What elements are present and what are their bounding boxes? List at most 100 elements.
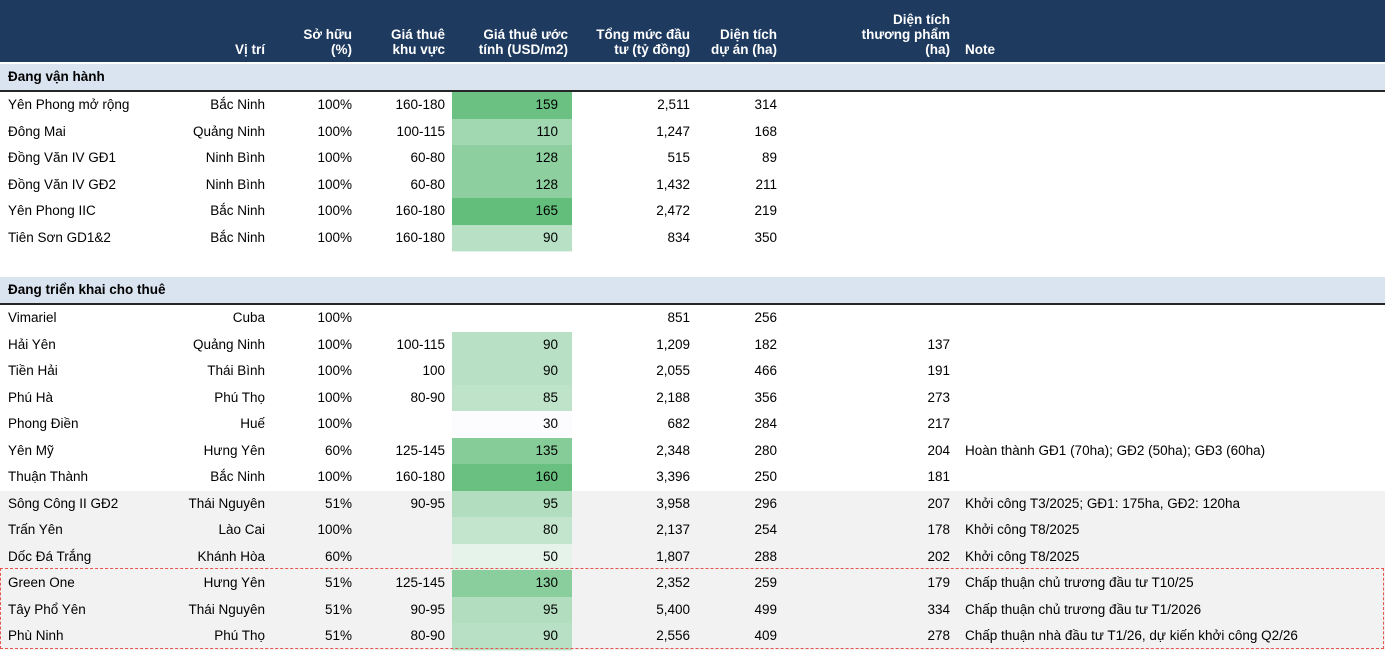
- cell-project-area[interactable]: 254: [754, 522, 777, 537]
- cell-est-rent[interactable]: 110: [452, 118, 572, 146]
- cell-project-area[interactable]: 168: [754, 123, 777, 139]
- cell-project-area[interactable]: 259: [754, 575, 777, 590]
- cell-location[interactable]: Lào Cai: [218, 522, 265, 537]
- cell-area-rent[interactable]: 60-80: [410, 150, 445, 165]
- cell-area-rent[interactable]: 100-115: [396, 123, 445, 139]
- cell-commercial-area[interactable]: 137: [927, 336, 950, 352]
- cell-ownership[interactable]: 100%: [317, 389, 352, 405]
- cell-investment[interactable]: 851: [667, 310, 690, 325]
- cell-est-rent[interactable]: 90: [452, 358, 572, 386]
- cell-area-rent[interactable]: 90-95: [410, 601, 445, 617]
- cell-investment[interactable]: 2,188: [656, 389, 690, 405]
- cell-location[interactable]: Quảng Ninh: [192, 336, 265, 352]
- cell-est-rent[interactable]: 85: [452, 384, 572, 412]
- cell-project-area[interactable]: 499: [754, 601, 777, 617]
- cell-ownership[interactable]: 100%: [317, 150, 352, 165]
- cell-project-area[interactable]: 288: [754, 548, 777, 564]
- cell-est-rent[interactable]: 90: [452, 224, 572, 252]
- cell-location[interactable]: Thái Nguyên: [188, 495, 265, 511]
- cell-project-area[interactable]: 409: [754, 628, 777, 643]
- cell-note[interactable]: Chấp thuận chủ trương đầu tư T1/2026: [965, 601, 1202, 617]
- cell-investment[interactable]: 2,055: [656, 363, 690, 378]
- cell-note[interactable]: [965, 145, 1385, 173]
- cell-project-name[interactable]: Thuận Thành: [8, 469, 89, 484]
- cell-investment[interactable]: 5,400: [656, 601, 690, 617]
- cell-est-rent[interactable]: 80: [452, 517, 572, 545]
- cell-commercial-area[interactable]: 207: [927, 495, 950, 511]
- cell-area-rent[interactable]: [352, 517, 445, 545]
- cell-ownership[interactable]: 100%: [317, 416, 352, 431]
- cell-note[interactable]: Khởi công T3/2025; GĐ1: 175ha, GĐ2: 120h…: [965, 495, 1241, 511]
- cell-ownership[interactable]: 51%: [324, 628, 352, 643]
- cell-ownership[interactable]: 100%: [317, 97, 352, 112]
- cell-investment[interactable]: 3,396: [656, 469, 690, 484]
- cell-location[interactable]: Ninh Bình: [205, 176, 265, 192]
- cell-location[interactable]: Hưng Yên: [203, 575, 265, 590]
- cell-commercial-area[interactable]: 273: [927, 389, 950, 405]
- cell-area-rent[interactable]: 60-80: [410, 176, 445, 192]
- cell-note[interactable]: [965, 385, 1385, 413]
- cell-ownership[interactable]: 100%: [317, 203, 352, 218]
- cell-project-name[interactable]: Dốc Đá Trắng: [8, 548, 92, 564]
- cell-investment[interactable]: 515: [667, 150, 690, 165]
- cell-investment[interactable]: 1,209: [656, 336, 690, 352]
- cell-commercial-area[interactable]: [777, 198, 950, 226]
- cell-investment[interactable]: 1,432: [656, 176, 690, 192]
- cell-project-name[interactable]: Đồng Văn IV GĐ2: [8, 176, 117, 192]
- cell-location[interactable]: Thái Nguyên: [188, 601, 265, 617]
- cell-note[interactable]: [965, 464, 1385, 492]
- cell-project-name[interactable]: Phong Điền: [8, 416, 79, 431]
- cell-note[interactable]: Khởi công T8/2025: [965, 548, 1080, 564]
- cell-investment[interactable]: 2,137: [656, 522, 690, 537]
- cell-note[interactable]: [965, 225, 1385, 253]
- cell-est-rent[interactable]: 90: [452, 623, 572, 651]
- cell-project-name[interactable]: Yên Mỹ: [8, 442, 54, 458]
- cell-project-area[interactable]: 250: [754, 469, 777, 484]
- cell-investment[interactable]: 2,352: [656, 575, 690, 590]
- cell-location[interactable]: Cuba: [232, 310, 265, 325]
- cell-investment[interactable]: 3,958: [656, 495, 690, 511]
- cell-project-area[interactable]: 280: [754, 442, 777, 458]
- cell-project-name[interactable]: Tiền Hải: [8, 363, 58, 378]
- cell-est-rent[interactable]: 128: [452, 171, 572, 199]
- cell-est-rent[interactable]: 90: [452, 331, 572, 359]
- cell-area-rent[interactable]: 80-90: [410, 628, 445, 643]
- cell-ownership[interactable]: 51%: [324, 601, 352, 617]
- cell-area-rent[interactable]: 160-180: [395, 229, 445, 245]
- cell-area-rent[interactable]: 100: [422, 363, 445, 378]
- cell-location[interactable]: Bắc Ninh: [210, 229, 265, 245]
- cell-note[interactable]: [965, 172, 1385, 200]
- cell-project-name[interactable]: Đông Mai: [8, 123, 66, 139]
- cell-location[interactable]: Hưng Yên: [203, 442, 265, 458]
- cell-investment[interactable]: 682: [667, 416, 690, 431]
- cell-est-rent[interactable]: 128: [452, 145, 572, 173]
- cell-ownership[interactable]: 51%: [324, 575, 352, 590]
- cell-area-rent[interactable]: [352, 411, 445, 439]
- cell-location[interactable]: Huế: [240, 416, 265, 431]
- cell-note[interactable]: Chấp thuận nhà đầu tư T1/26, dự kiến khở…: [965, 628, 1298, 643]
- cell-est-rent[interactable]: 130: [452, 570, 572, 598]
- cell-note[interactable]: Hoàn thành GĐ1 (70ha); GĐ2 (50ha); GĐ3 (…: [965, 442, 1266, 458]
- header-location[interactable]: Vị trí: [234, 42, 265, 57]
- header-est-rent[interactable]: Giá thuê ước tính (USD/m2): [478, 27, 568, 57]
- cell-area-rent[interactable]: 160-180: [395, 469, 445, 484]
- cell-note[interactable]: [965, 305, 1385, 332]
- cell-project-name[interactable]: Sông Công II GĐ2: [8, 495, 119, 511]
- cell-area-rent[interactable]: 160-180: [395, 97, 445, 112]
- cell-commercial-area[interactable]: [777, 172, 950, 200]
- cell-note[interactable]: [965, 198, 1385, 226]
- cell-project-name[interactable]: Yên Phong IIC: [8, 203, 96, 218]
- cell-commercial-area[interactable]: 334: [927, 601, 950, 617]
- cell-area-rent[interactable]: [352, 544, 445, 572]
- cell-investment[interactable]: 1,807: [656, 548, 690, 564]
- cell-project-name[interactable]: Hải Yên: [8, 336, 56, 352]
- cell-investment[interactable]: 2,511: [657, 97, 690, 112]
- header-investment[interactable]: Tổng mức đầu tư (tỷ đồng): [596, 27, 690, 57]
- cell-commercial-area[interactable]: [777, 225, 950, 253]
- cell-project-area[interactable]: 89: [761, 150, 777, 165]
- cell-project-area[interactable]: 284: [754, 416, 777, 431]
- cell-investment[interactable]: 1,247: [656, 123, 690, 139]
- cell-area-rent[interactable]: 125-145: [395, 575, 445, 590]
- cell-location[interactable]: Khánh Hòa: [197, 548, 265, 564]
- cell-investment[interactable]: 2,556: [656, 628, 690, 643]
